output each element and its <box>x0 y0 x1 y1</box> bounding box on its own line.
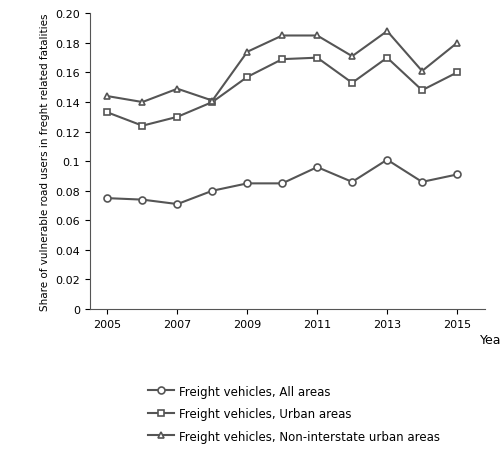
X-axis label: Year: Year <box>480 333 500 346</box>
Legend: Freight vehicles, All areas, Freight vehicles, Urban areas, Freight vehicles, No: Freight vehicles, All areas, Freight veh… <box>144 380 445 447</box>
Y-axis label: Share of vulnerable road users in freght related fatalities: Share of vulnerable road users in freght… <box>40 13 50 310</box>
